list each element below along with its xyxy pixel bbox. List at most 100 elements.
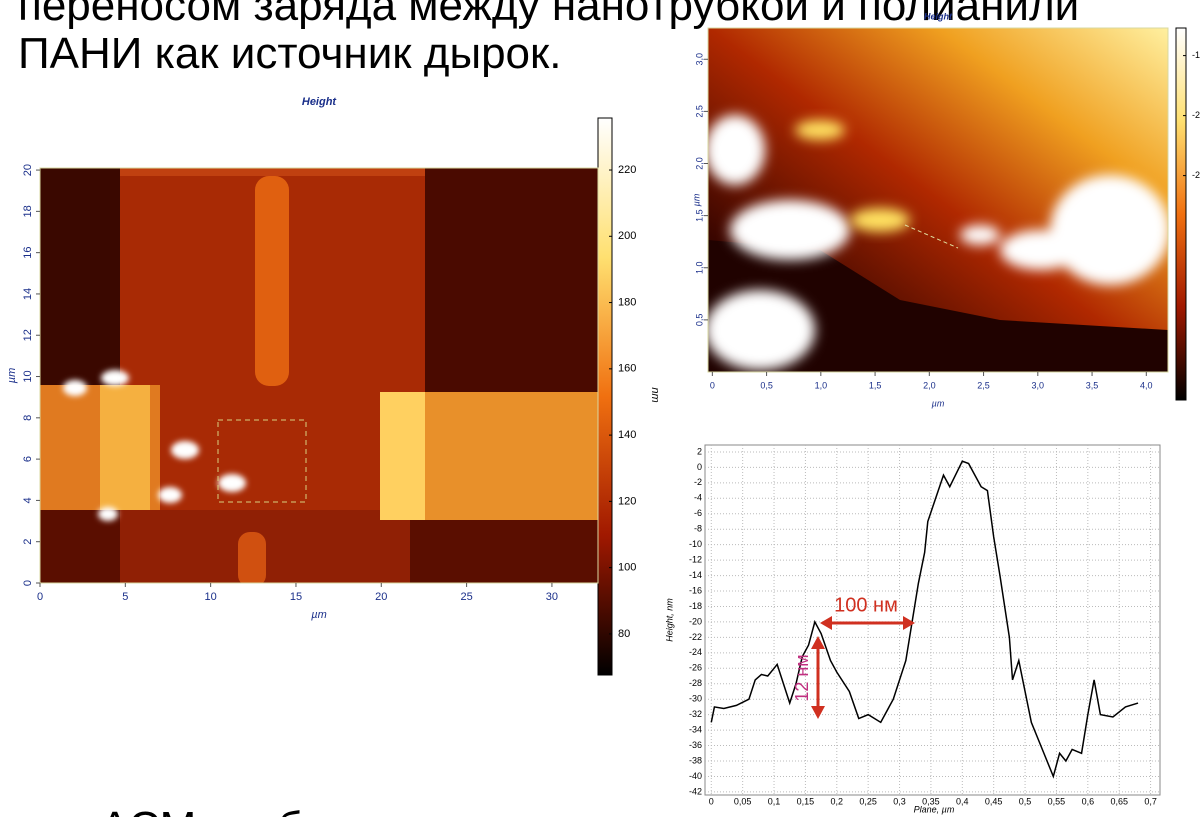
- y-tick-label: -34: [689, 724, 702, 734]
- y-tick-label: 1,0: [694, 261, 704, 274]
- y-tick-label: -22: [689, 632, 702, 642]
- y-tick-label: 16: [22, 247, 34, 259]
- afm-image: [40, 168, 598, 583]
- x-axis-label: µm: [311, 609, 327, 621]
- colorbar-label: nm: [649, 387, 661, 402]
- y-tick-label: 2: [697, 446, 702, 456]
- image-title: Height: [924, 11, 953, 21]
- x-tick-label: 5: [122, 591, 128, 603]
- x-tick-label: 1,0: [815, 380, 828, 390]
- x-tick-label: 2,0: [923, 380, 936, 390]
- x-tick-label: 3,5: [1086, 380, 1099, 390]
- colorbar-tick-label: 180: [618, 296, 636, 308]
- x-tick-label: 0,6: [1082, 796, 1095, 806]
- y-tick-label: -8: [694, 524, 702, 534]
- y-tick-label: -12: [689, 554, 702, 564]
- y-tick-label: 8: [22, 415, 34, 421]
- x-tick-label: 0,35: [922, 796, 940, 806]
- x-tick-label: 1,5: [869, 380, 882, 390]
- x-tick-label: 2,5: [977, 380, 990, 390]
- plot-area: [704, 444, 1161, 796]
- x-tick-label: 3,0: [1032, 380, 1045, 390]
- x-tick-label: 0: [709, 796, 714, 806]
- x-tick-label: 0,55: [1048, 796, 1066, 806]
- y-tick-label: -30: [689, 694, 702, 704]
- heading-line: переносом заряда между нанотрубкой и пол…: [18, 0, 1079, 30]
- y-tick-label: 20: [22, 164, 34, 176]
- x-tick-label: 4,0: [1140, 380, 1153, 390]
- y-tick-label: 6: [22, 456, 34, 462]
- x-tick-label: 0,2: [831, 796, 844, 806]
- y-tick-label: -20: [689, 616, 702, 626]
- y-tick-label: 2,5: [694, 105, 704, 118]
- x-tick-label: 0,65: [1110, 796, 1128, 806]
- y-tick-label: -38: [689, 755, 702, 765]
- x-tick-label: 0: [37, 591, 43, 603]
- colorbar-tick-label: -25: [1192, 170, 1200, 180]
- x-tick-label: 25: [460, 591, 472, 603]
- x-axis-label: µm: [932, 398, 945, 408]
- colorbar-tick-label: 160: [618, 363, 636, 375]
- colorbar-tick-label: 140: [618, 429, 636, 441]
- colorbar-tick-label: -20: [1192, 110, 1200, 120]
- y-tick-label: -6: [694, 508, 702, 518]
- image-title: Height: [302, 96, 338, 108]
- y-tick-label: -42: [689, 786, 702, 796]
- x-tick-label: 0,7: [1144, 796, 1157, 806]
- x-tick-label: 0: [710, 380, 715, 390]
- colorbar: [1175, 27, 1187, 401]
- bottom-text: АСМ изобр: [100, 803, 327, 817]
- colorbar-tick-label: 200: [618, 230, 636, 242]
- annotation: 12 нм: [792, 654, 812, 701]
- y-tick-label: -14: [689, 570, 702, 580]
- annotation-arrows: [811, 616, 915, 719]
- image-frame: [707, 27, 1169, 373]
- y-tick-label: -28: [689, 678, 702, 688]
- y-axis-label: µm: [691, 193, 701, 206]
- y-tick-label: 0,5: [694, 314, 704, 327]
- y-tick-label: -40: [689, 771, 702, 781]
- y-tick-label: 14: [22, 288, 34, 300]
- y-tick-label: -36: [689, 740, 702, 750]
- x-tick-label: 10: [205, 591, 217, 603]
- x-tick-label: 0,4: [956, 796, 969, 806]
- y-tick-label: 3,0: [694, 53, 704, 66]
- y-tick-label: 18: [22, 205, 34, 217]
- colorbar-tick-label: 80: [618, 628, 630, 640]
- x-tick-label: 0,1: [768, 796, 781, 806]
- x-tick-label: 0,25: [859, 796, 877, 806]
- colorbar-tick-label: 220: [618, 164, 636, 176]
- profile-line: [710, 460, 1139, 779]
- afm-image: [708, 28, 1168, 372]
- y-tick-label: 10: [22, 370, 34, 382]
- y-tick-label: -18: [689, 601, 702, 611]
- y-tick-label: 4: [22, 497, 34, 503]
- y-tick-label: -32: [689, 709, 702, 719]
- x-tick-label: 0,15: [797, 796, 815, 806]
- y-tick-label: -4: [694, 493, 702, 503]
- x-tick-label: 0,45: [985, 796, 1003, 806]
- y-tick-label: 2,0: [694, 157, 704, 170]
- x-tick-label: 30: [546, 591, 558, 603]
- x-tick-label: 0,05: [734, 796, 752, 806]
- y-tick-label: 0: [697, 462, 702, 472]
- x-tick-label: 0,3: [893, 796, 906, 806]
- y-tick-label: -2: [694, 477, 702, 487]
- colorbar: [597, 117, 613, 676]
- x-tick-label: 0,5: [760, 380, 773, 390]
- x-axis-label: Plane, µm: [914, 804, 955, 814]
- annotation: 100 нм: [834, 594, 898, 616]
- y-tick-label: 2: [22, 539, 34, 545]
- y-tick-label: 12: [22, 329, 34, 341]
- y-tick-label: -10: [689, 539, 702, 549]
- colorbar-tick-label: 100: [618, 562, 636, 574]
- y-axis-label: Height, nm: [664, 598, 674, 642]
- colorbar-tick-label: 120: [618, 495, 636, 507]
- y-tick-label: -24: [689, 647, 702, 657]
- y-tick-label: 0: [22, 580, 34, 586]
- x-tick-label: 20: [375, 591, 387, 603]
- image-frame: [39, 167, 599, 584]
- heading-line: ПАНИ как источник дырок.: [18, 29, 562, 78]
- colorbar-tick-label: -15: [1192, 50, 1200, 60]
